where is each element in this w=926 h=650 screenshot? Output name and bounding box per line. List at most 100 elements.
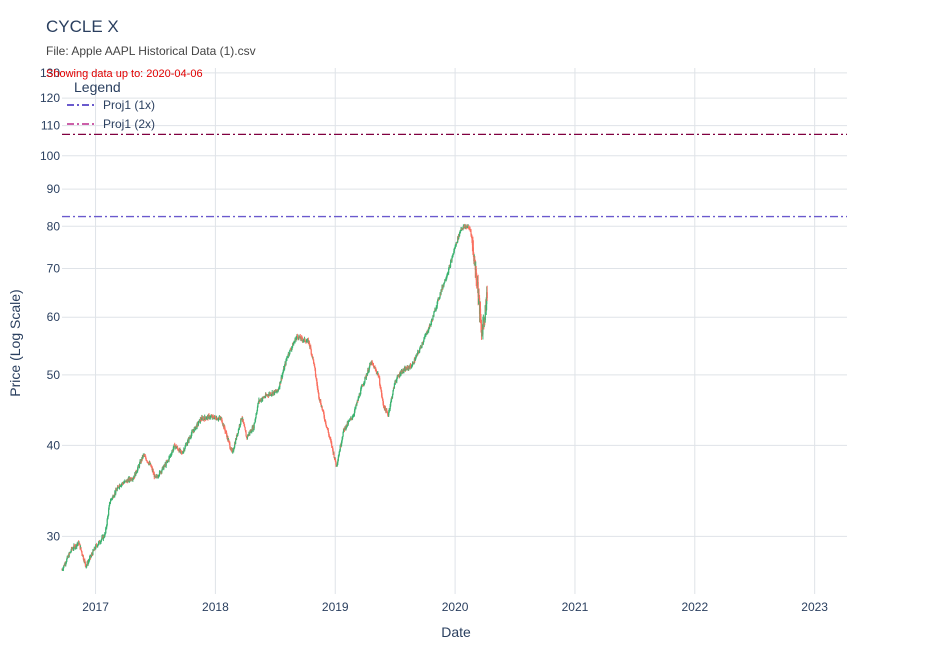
x-tick-label: 2018: [202, 600, 229, 614]
candle-body: [341, 438, 343, 441]
x-tick-label: 2017: [82, 600, 109, 614]
candle-body: [308, 340, 310, 345]
y-tick-label: 30: [47, 529, 61, 543]
candle-body: [184, 448, 186, 451]
candle-body: [108, 505, 110, 510]
candle-body: [229, 443, 231, 448]
candle-body: [95, 545, 97, 549]
candle-body: [321, 406, 323, 410]
candle-body: [108, 502, 111, 506]
candle-body: [244, 426, 246, 428]
candle-body: [419, 349, 421, 352]
candle-body: [82, 555, 85, 560]
candle-body: [331, 442, 333, 447]
candle-body: [453, 248, 455, 252]
candle-body: [312, 359, 315, 364]
candle-body: [342, 428, 345, 433]
candle-body: [384, 406, 386, 410]
candle-body: [66, 558, 68, 562]
candle-body: [317, 389, 319, 393]
candle-body: [235, 435, 238, 440]
candle-body: [145, 458, 147, 461]
candle-body: [133, 477, 135, 479]
candle-body: [444, 279, 446, 283]
candle-body: [145, 456, 147, 459]
candle-body: [256, 410, 258, 413]
candle-body: [108, 509, 110, 516]
candle-body: [176, 447, 179, 449]
legend: Legend Proj1 (1x) Proj1 (2x): [67, 79, 155, 133]
x-tick-label: 2020: [442, 600, 469, 614]
candle-body: [283, 365, 286, 370]
candle-body: [106, 525, 108, 528]
y-tick-label: 90: [47, 182, 61, 196]
candle-body: [482, 323, 484, 335]
y-tick-label: 50: [47, 368, 61, 382]
candle-body: [401, 370, 403, 373]
candle-body: [273, 390, 276, 394]
candle-body: [197, 423, 200, 425]
candle-body: [293, 342, 295, 344]
candle-body: [253, 423, 255, 429]
candle-body: [428, 327, 430, 331]
legend-title: Legend: [74, 79, 121, 95]
candle-body: [425, 334, 427, 336]
candle-body: [154, 474, 156, 477]
candle-body: [80, 547, 82, 551]
candle-body: [166, 461, 169, 462]
candle-body: [470, 230, 472, 235]
candle-body: [415, 356, 417, 360]
candle-body: [451, 257, 454, 258]
candle-body: [81, 554, 84, 557]
candle-body: [357, 400, 359, 402]
legend-item-proj1-1x[interactable]: Proj1 (1x): [67, 95, 155, 114]
candle-body: [310, 346, 312, 350]
candle-body: [347, 421, 349, 425]
candle-body: [289, 350, 291, 354]
candle-body: [318, 392, 320, 398]
candle-body: [338, 455, 340, 458]
candle-body: [325, 424, 328, 427]
candle-body: [443, 282, 445, 287]
candle-body: [278, 387, 280, 390]
candle-body: [81, 551, 83, 555]
candle-body: [257, 403, 259, 407]
candle-body: [348, 421, 350, 422]
candle-body: [317, 387, 319, 390]
candle-body: [366, 375, 368, 377]
candle-body: [442, 286, 444, 289]
candle-body: [116, 488, 118, 491]
candle-body: [427, 332, 429, 334]
candle-body: [411, 363, 414, 367]
candle-body: [305, 341, 308, 343]
candle-body: [320, 400, 322, 405]
candle-body: [413, 363, 415, 365]
candle-body: [171, 452, 173, 455]
candle-body: [371, 363, 374, 364]
candle-body: [380, 390, 383, 396]
candle-body: [357, 397, 359, 401]
legend-item-proj1-2x[interactable]: Proj1 (2x): [67, 114, 155, 133]
candle-body: [393, 383, 396, 389]
candle-body: [362, 385, 364, 387]
candle-body: [138, 463, 141, 467]
candle-body: [191, 431, 193, 435]
candle-body: [233, 449, 235, 451]
candle-body: [106, 519, 108, 526]
candle-body: [364, 377, 366, 382]
candle-body: [184, 446, 186, 449]
candle-body: [403, 368, 406, 371]
candle-body: [351, 417, 354, 419]
candle-body: [109, 501, 112, 503]
candle-body: [285, 359, 287, 365]
candle-body: [299, 336, 301, 339]
candle-body: [414, 359, 416, 361]
candle-body: [68, 553, 70, 558]
x-axis-label: Date: [441, 624, 471, 640]
candle-body: [332, 446, 334, 450]
candle-body: [454, 248, 456, 250]
candle-body: [382, 403, 385, 407]
candle-body: [328, 435, 330, 437]
candle-body: [380, 388, 382, 391]
candle-body: [84, 560, 86, 562]
